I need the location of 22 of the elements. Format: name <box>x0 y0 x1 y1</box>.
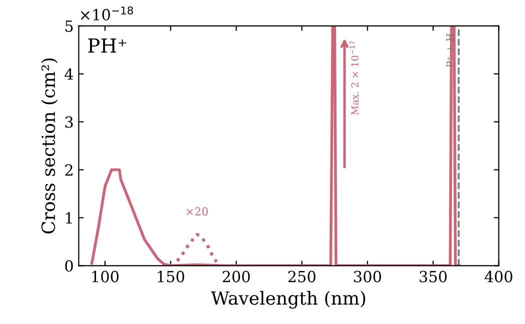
y-tick-label: 2 <box>65 164 72 176</box>
line-series <box>176 232 218 264</box>
x-tick-label: 200 <box>222 270 250 282</box>
x-tick-label: 300 <box>354 270 382 282</box>
y-tick-label: 0 <box>65 260 73 272</box>
text: PH⁺ <box>88 38 126 53</box>
annotation: Max. 2 × 10$^{−17}$ <box>350 41 359 115</box>
y-tick-label: 3 <box>65 116 73 128</box>
y-tick-label: 5 <box>65 20 73 32</box>
y-tick-label: 4 <box>64 68 74 80</box>
x-axis-title: Wavelength (nm) <box>210 290 366 309</box>
line-series <box>90 26 461 266</box>
x-tick-label: 100 <box>92 270 119 282</box>
y-tick-label: 1 <box>66 212 72 224</box>
ref-line-label: P⁺ + H <box>446 34 454 68</box>
x-tick-label: 250 <box>288 270 316 282</box>
annotation: ×20 <box>186 207 208 216</box>
x-tick-label: 400 <box>484 270 512 282</box>
x-tick-label: 350 <box>420 270 447 282</box>
x-tick-label: 150 <box>158 270 184 282</box>
text: ×10$^{−18}$ <box>80 6 133 20</box>
y-axis-title: Cross section (cm²) <box>41 58 58 234</box>
